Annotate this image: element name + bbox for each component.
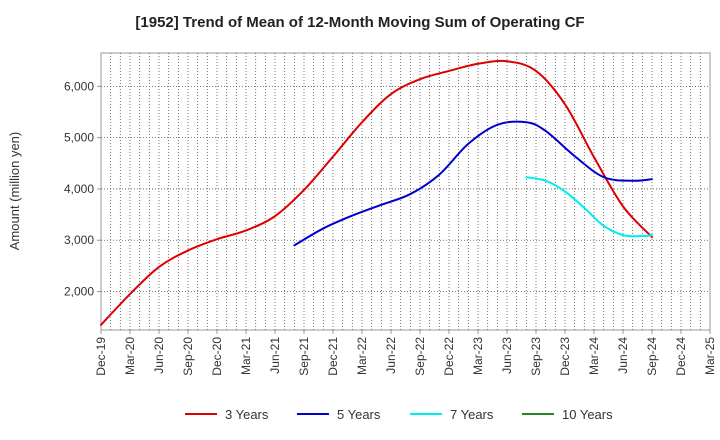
y-tick-label: 5,000 xyxy=(64,131,94,145)
x-tick-label: Mar-22 xyxy=(355,337,369,375)
plot-area xyxy=(100,52,711,331)
x-tick-label: Jun-22 xyxy=(384,337,398,374)
legend-label-7-years: 7 Years xyxy=(450,407,494,422)
x-tick-label: Sep-24 xyxy=(645,337,659,376)
x-tick-label: Jun-23 xyxy=(500,337,514,374)
x-tick-label: Mar-23 xyxy=(471,337,485,375)
y-tick-label: 6,000 xyxy=(64,79,94,93)
x-tick-label: Dec-23 xyxy=(558,337,572,376)
series-lines xyxy=(100,59,653,326)
x-tick-label: Dec-19 xyxy=(94,337,108,376)
x-tick-label: Jun-24 xyxy=(616,337,630,374)
legend-label-3-years: 3 Years xyxy=(225,407,269,422)
x-tick-label: Jun-20 xyxy=(152,337,166,374)
x-axis-ticks: Dec-19 Mar-20 Jun-20 Sep-20 Dec-20 Mar-21 Jun-… xyxy=(94,330,717,376)
series-line-7-years xyxy=(525,176,653,238)
x-tick-label: Dec-24 xyxy=(674,337,688,376)
chart-title: [1952] Trend of Mean of 12-Month Moving … xyxy=(135,14,585,31)
x-tick-label: Mar-25 xyxy=(703,337,717,375)
x-tick-label: Sep-23 xyxy=(529,337,543,376)
x-tick-label: Dec-21 xyxy=(326,337,340,376)
legend: 3 Years 5 Years 7 Years 10 Years xyxy=(185,407,613,422)
x-tick-label: Sep-20 xyxy=(181,337,195,376)
x-tick-label: Sep-22 xyxy=(413,337,427,376)
x-tick-label: Jun-21 xyxy=(268,337,282,374)
y-axis-ticks: 2,000 3,000 4,000 5,000 6,000 xyxy=(64,79,101,299)
x-tick-label: Mar-21 xyxy=(239,337,253,375)
legend-label-10-years: 10 Years xyxy=(562,407,613,422)
series-line-5-years xyxy=(293,120,653,247)
legend-label-5-years: 5 Years xyxy=(337,407,381,422)
y-tick-label: 2,000 xyxy=(64,285,94,299)
x-tick-label: Mar-24 xyxy=(587,337,601,375)
y-tick-label: 3,000 xyxy=(64,233,94,247)
x-tick-label: Dec-22 xyxy=(442,337,456,376)
y-tick-label: 4,000 xyxy=(64,182,94,196)
x-tick-label: Sep-21 xyxy=(297,337,311,376)
x-tick-label: Dec-20 xyxy=(210,337,224,376)
series-line-3-years xyxy=(100,59,653,326)
y-axis-title: Amount (million yen) xyxy=(7,132,22,251)
x-tick-label: Mar-20 xyxy=(123,337,137,375)
